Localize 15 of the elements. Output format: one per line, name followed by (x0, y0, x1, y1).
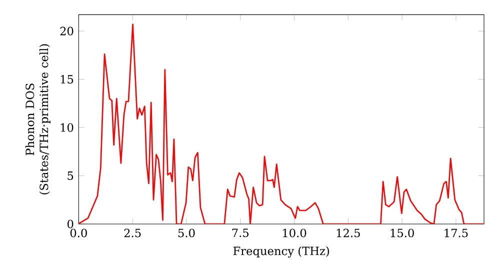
y-tick-label: 10 (60, 123, 74, 132)
x-tick-label: 17.5 (444, 228, 468, 238)
x-tick-label: 0.0 (70, 228, 87, 238)
y-tick-label: 0 (68, 220, 74, 228)
x-tick-label: 7.5 (232, 228, 249, 238)
x-axis-title: Frequency (THz) (233, 246, 330, 258)
y-tick-label: 15 (60, 75, 74, 84)
x-tick-label: 15.0 (390, 228, 414, 238)
y-tick-label: 5 (68, 172, 74, 180)
x-tick-label: 10.0 (283, 228, 306, 238)
x-tick-label: 2.5 (124, 228, 141, 238)
y-tick-label: 20 (60, 26, 74, 36)
x-tick-label: 5.0 (178, 228, 195, 238)
x-tick-label: 12.5 (336, 228, 360, 238)
y-axis-title: Phonon DOS (States/THz·primitive cell) (25, 44, 50, 194)
